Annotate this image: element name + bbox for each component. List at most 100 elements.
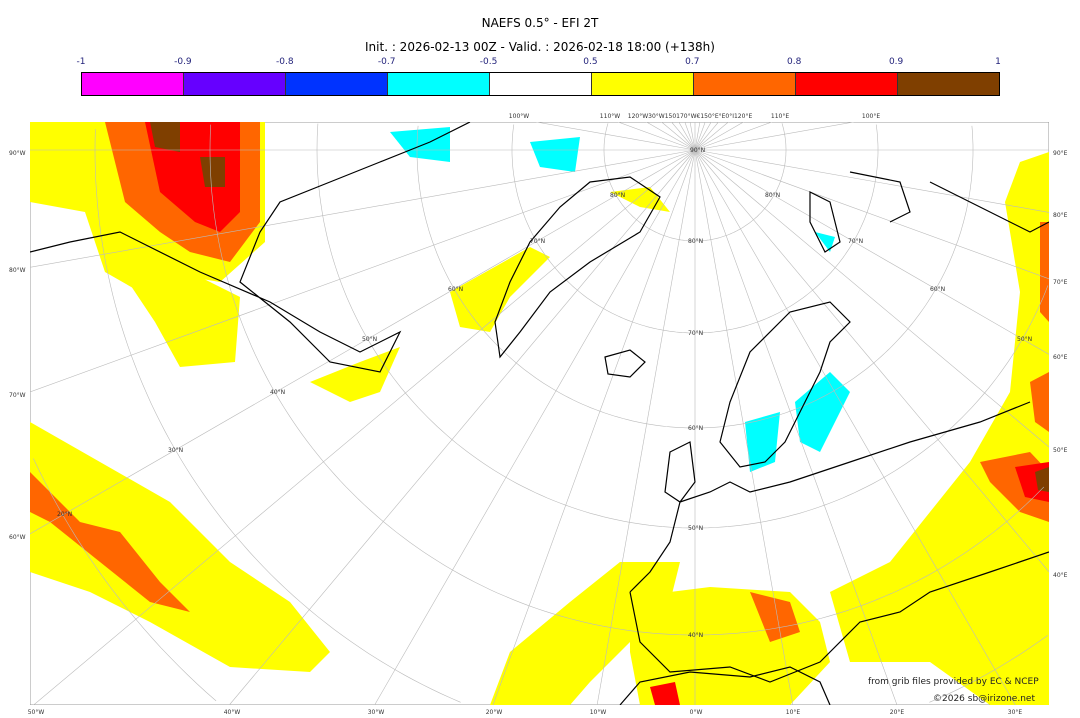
meridian-line (671, 122, 696, 151)
meridian-line (694, 149, 1049, 448)
source-credit: from grib files provided by EC & NCEP (868, 677, 1039, 687)
axis-label-bottom: 20°E (889, 709, 905, 716)
meridian-line (617, 122, 696, 151)
field-yellow (310, 347, 400, 402)
grid-label: 90°N (690, 147, 705, 154)
grid-label: 50°N (362, 336, 377, 343)
colorbar-tick-label: -0.8 (275, 57, 294, 67)
field-orange (1030, 372, 1049, 432)
colorbar-tick-label: 1 (995, 57, 1001, 67)
meridian-line (694, 149, 1049, 280)
axis-label-bottom: 50°W (27, 709, 45, 716)
field-yellow (115, 262, 240, 367)
field-yellow (830, 152, 1049, 705)
colorbar-segment (592, 73, 694, 95)
grid-label: 60°N (448, 286, 463, 293)
field-yellow (450, 247, 550, 332)
colorbar-tick-label: 0.7 (685, 57, 700, 67)
coast-scandinavia (719, 301, 851, 468)
meridian-line (694, 122, 719, 151)
axis-label-top: 100°E (861, 113, 881, 120)
axis-label-right: 40°E (1053, 572, 1068, 579)
axis-label-left: 80°W (9, 267, 26, 274)
colorbar-tick-label: 0.8 (787, 57, 802, 67)
map-title: NAEFS 0.5° - EFI 2T (481, 16, 599, 30)
meridian-line (694, 122, 701, 151)
meridian-line (694, 122, 854, 151)
field-cyan (530, 137, 580, 172)
meridian-line (694, 122, 773, 151)
meridian-line (30, 149, 696, 268)
coast-north-america (30, 122, 471, 373)
latitude-circle (929, 635, 1048, 703)
meridian-line (694, 149, 1049, 355)
colorbar-segment (388, 73, 490, 95)
meridian-line (646, 122, 696, 151)
axis-label-right: 50°E (1053, 447, 1068, 454)
axis-label-bottom: 20°W (485, 709, 503, 716)
latitude-circle (971, 125, 974, 150)
colorbar-tick-label: -0.5 (479, 57, 498, 67)
colorbar-legend (81, 72, 1000, 96)
grid-label: 40°N (688, 632, 703, 639)
colorbar-segment (796, 73, 898, 95)
axis-label-bottom: 0°W (689, 709, 703, 716)
colorbar-segment (286, 73, 388, 95)
copyright: ©2026 sb@irizone.net (933, 694, 1035, 704)
meridian-line (694, 149, 1016, 705)
axis-label-right: 90°E (1053, 150, 1068, 157)
colorbar-tick-label: 0.5 (583, 57, 598, 67)
axis-label-top: 110°E (770, 113, 790, 120)
meridian-line (684, 122, 696, 151)
latitude-circle (875, 124, 879, 150)
meridian-line (694, 149, 898, 705)
field-brown (150, 122, 180, 152)
field-brown (200, 157, 225, 187)
colorbar-segment (184, 73, 286, 95)
latitude-circle (781, 123, 787, 150)
grid-labels: 90°N 80°N 70°N 60°N 50°N 40°N 30°N 20°N 80°N 70°N… (57, 147, 1032, 639)
coast-britain (664, 441, 696, 503)
meridian-line (694, 122, 712, 151)
meridian-line (694, 122, 744, 151)
grid-label: 80°N (765, 192, 780, 199)
grid-label: 30°N (168, 447, 183, 454)
grid-label: 80°N (610, 192, 625, 199)
field-orange (1040, 222, 1049, 322)
axis-label-bottom: 30°E (1007, 709, 1023, 716)
axis-label-left: 60°W (9, 534, 26, 541)
axis-label-top: 100°W (508, 113, 530, 120)
meridian-line (492, 149, 696, 705)
field-cyan (795, 372, 850, 452)
field-red (650, 682, 680, 705)
axis-label-left: 90°W (9, 150, 26, 157)
meridian-line (661, 122, 696, 151)
colorbar-segment (898, 73, 999, 95)
colorbar-tick-label: -1 (76, 57, 86, 67)
meridian-line (374, 149, 696, 705)
axis-label-bottom: 40°W (223, 709, 241, 716)
meridian-line (694, 149, 1049, 573)
grid-label: 60°N (688, 425, 703, 432)
meridian-line (694, 122, 729, 151)
grid-label: 50°N (688, 525, 703, 532)
axis-label-right: 80°E (1053, 212, 1068, 219)
meridian-line (694, 149, 794, 705)
latitude-circle (209, 124, 1045, 636)
meridian-line (689, 122, 696, 151)
meridian-line (596, 149, 696, 705)
colorbar-tick-label: 0.9 (888, 57, 904, 67)
coastlines (30, 122, 1049, 705)
meridian-line (694, 149, 1049, 213)
field-cyan (745, 412, 780, 472)
colorbar-segment (490, 73, 592, 95)
grid-label: 50°N (1017, 336, 1032, 343)
grid-label: 20°N (57, 511, 72, 518)
axis-label-bottom: 30°W (367, 709, 385, 716)
meridian-line (229, 149, 696, 705)
graticule (30, 122, 1049, 705)
latitude-circle (33, 458, 217, 702)
grid-label: 70°N (530, 238, 545, 245)
coast-iceland (604, 349, 646, 378)
field-orange (30, 472, 190, 612)
